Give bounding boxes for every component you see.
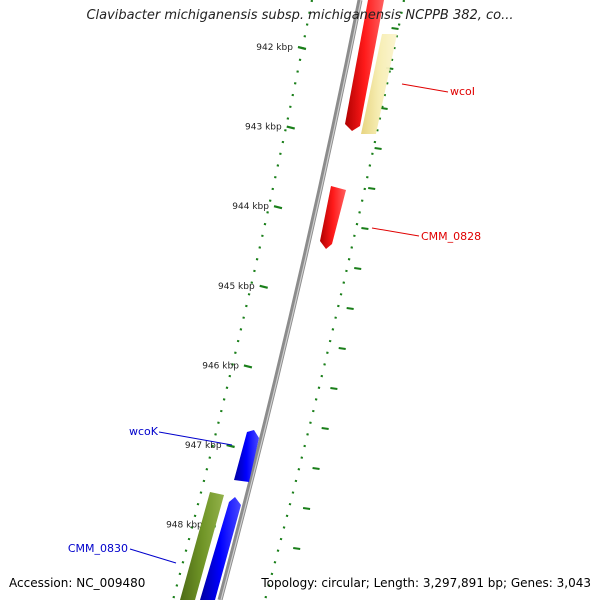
- scale-tick-942: [297, 45, 307, 51]
- gene-arrow-CMM_0830-blue[interactable]: [200, 497, 241, 600]
- CMM_0830-leader: [129, 548, 177, 564]
- inner-tick: [293, 547, 301, 550]
- scale-label-946: 946 kbp: [202, 361, 239, 371]
- inner-tick: [338, 347, 346, 350]
- scale-label-944: 944 kbp: [232, 202, 269, 212]
- scale-label-942: 942 kbp: [256, 43, 293, 53]
- inner-guide-track: [263, 0, 406, 601]
- genome-backbone-highlight: [220, 0, 362, 601]
- accession-text: Accession: NC_009480: [9, 576, 146, 590]
- gene-arrow-CMM_0828[interactable]: [320, 186, 346, 249]
- genome-backbone: [217, 0, 363, 601]
- inner-tick: [368, 187, 376, 190]
- strand-ticks: [293, 27, 399, 550]
- gene-arrow-wcoK[interactable]: [234, 430, 259, 482]
- inner-tick: [354, 267, 362, 270]
- gene-label-CMM_0830[interactable]: CMM_0830: [68, 542, 128, 555]
- inner-tick: [302, 507, 311, 510]
- scale-tick-945: [259, 284, 268, 289]
- scale-label-947: 947 kbp: [185, 441, 222, 451]
- inner-tick: [312, 467, 320, 470]
- outer-guide-track: [171, 0, 314, 601]
- inner-tick: [374, 147, 382, 150]
- gene-label-CMM_0828[interactable]: CMM_0828: [421, 230, 481, 243]
- topology-text: Topology: circular; Length: 3,297,891 bp…: [261, 576, 591, 590]
- scale-tick-947: [226, 443, 235, 449]
- wcoK-leader: [158, 431, 233, 446]
- gene-arrow-wcoI[interactable]: [361, 34, 397, 134]
- wcoI-leader: [401, 83, 449, 93]
- scale-ticks: 942 kbp 943 kbp 944 kbp 945 kbp 946 kbp 947 k…: [166, 43, 307, 531]
- gene-label-wcoI[interactable]: wcoI: [450, 85, 475, 98]
- gene-label-wcoK[interactable]: wcoK: [129, 425, 159, 438]
- CMM_0828-leader: [371, 227, 420, 237]
- gene-arrow-wcoI-red[interactable]: [345, 0, 384, 131]
- scale-label-943: 943 kbp: [245, 123, 282, 133]
- scale-tick-946: [243, 364, 253, 369]
- scale-label-948: 948 kbp: [166, 521, 203, 531]
- inner-tick: [321, 427, 329, 430]
- inner-tick: [380, 107, 388, 110]
- scale-label-945: 945 kbp: [218, 282, 255, 292]
- gene-arrow-CMM_0830[interactable]: [180, 492, 224, 600]
- scale-tick-943: [286, 125, 296, 130]
- inner-tick: [346, 307, 354, 310]
- scale-tick-944: [273, 205, 283, 210]
- inner-tick: [391, 27, 399, 30]
- inner-tick: [361, 227, 369, 230]
- genome-title: Clavibacter michiganensis subsp. michiga…: [86, 8, 514, 23]
- inner-tick: [330, 387, 338, 390]
